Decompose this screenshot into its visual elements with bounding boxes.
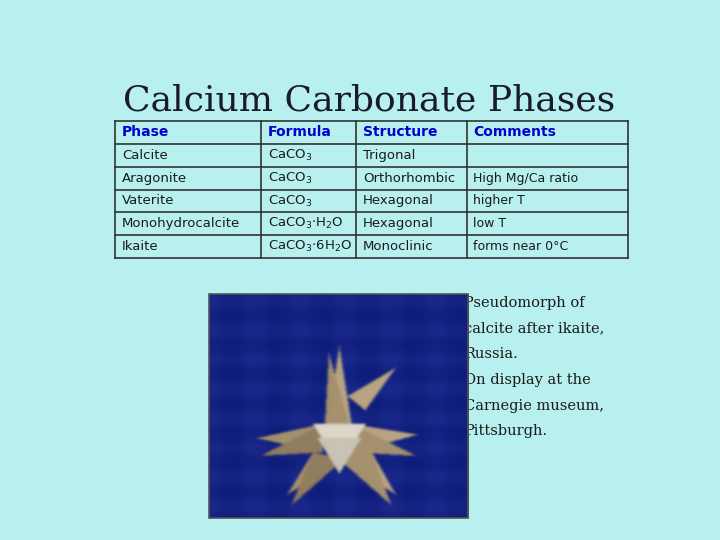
Text: low T: low T — [474, 217, 507, 231]
Text: $\mathrm{CaCO_3{\cdot}6H_2O}$: $\mathrm{CaCO_3{\cdot}6H_2O}$ — [268, 239, 352, 254]
Text: Carnegie museum,: Carnegie museum, — [464, 399, 604, 413]
Text: Structure: Structure — [363, 125, 438, 139]
Text: Vaterite: Vaterite — [122, 194, 174, 207]
Text: Pseudomorph of: Pseudomorph of — [464, 295, 585, 309]
Text: Russia.: Russia. — [464, 347, 518, 361]
Text: Orthorhombic: Orthorhombic — [363, 172, 455, 185]
Text: Hexagonal: Hexagonal — [363, 217, 434, 231]
Text: Calcium Carbonate Phases: Calcium Carbonate Phases — [123, 84, 615, 118]
Text: Formula: Formula — [268, 125, 332, 139]
Text: Hexagonal: Hexagonal — [363, 194, 434, 207]
Text: $\mathrm{CaCO_3}$: $\mathrm{CaCO_3}$ — [268, 147, 312, 163]
Text: Phase: Phase — [122, 125, 169, 139]
Text: High Mg/Ca ratio: High Mg/Ca ratio — [474, 172, 579, 185]
Text: calcite after ikaite,: calcite after ikaite, — [464, 321, 604, 335]
Text: higher T: higher T — [474, 194, 526, 207]
Text: Aragonite: Aragonite — [122, 172, 187, 185]
Text: Monohydrocalcite: Monohydrocalcite — [122, 217, 240, 231]
Text: Calcite: Calcite — [122, 148, 168, 162]
Text: $\mathrm{CaCO_3}$: $\mathrm{CaCO_3}$ — [268, 171, 312, 186]
Text: On display at the: On display at the — [464, 373, 590, 387]
Text: Comments: Comments — [474, 125, 557, 139]
Text: forms near 0°C: forms near 0°C — [474, 240, 569, 253]
Text: Pittsburgh.: Pittsburgh. — [464, 424, 547, 438]
Text: $\mathrm{CaCO_3}$: $\mathrm{CaCO_3}$ — [268, 193, 312, 208]
Text: Trigonal: Trigonal — [363, 148, 415, 162]
Text: Ikaite: Ikaite — [122, 240, 158, 253]
Text: Monoclinic: Monoclinic — [363, 240, 433, 253]
Text: $\mathrm{CaCO_3{\cdot}H_2O}$: $\mathrm{CaCO_3{\cdot}H_2O}$ — [268, 217, 344, 232]
